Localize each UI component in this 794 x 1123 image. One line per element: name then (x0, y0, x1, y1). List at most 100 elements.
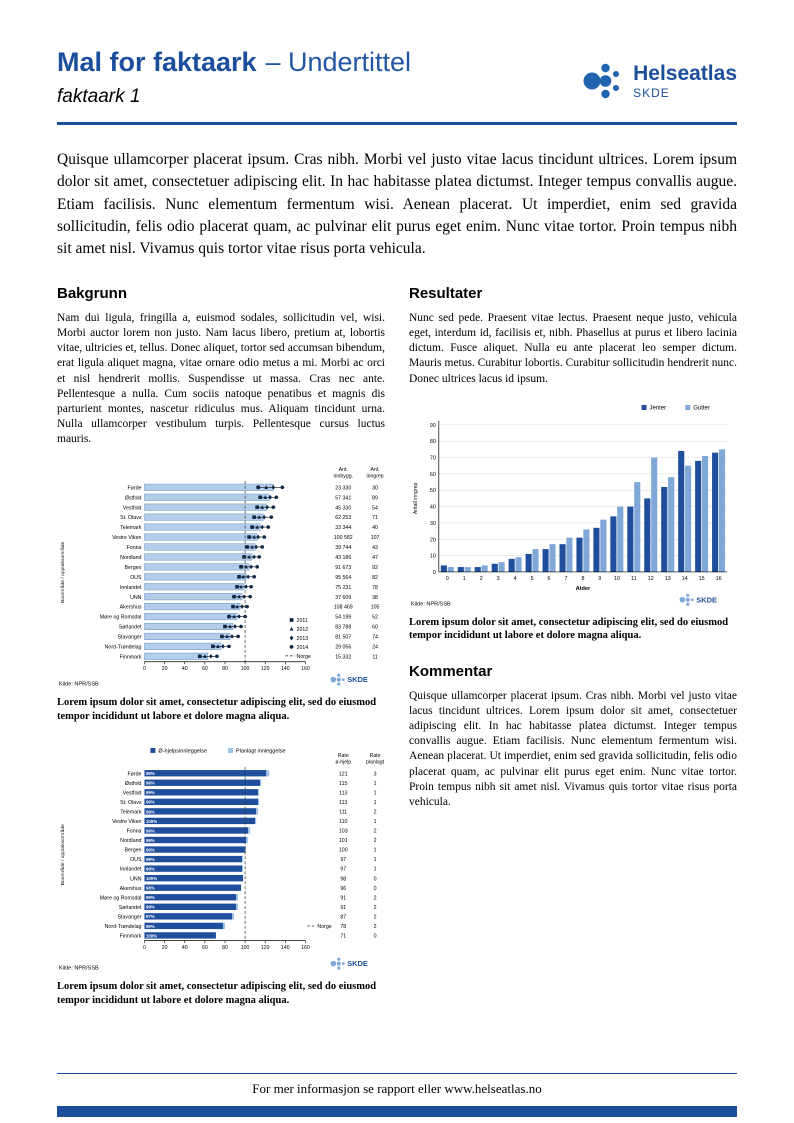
value-ohjelp: 121 (339, 772, 348, 778)
value-planlagt: 1 (374, 781, 377, 787)
year-marker (255, 525, 259, 530)
skde-logo-dot (690, 598, 694, 601)
year-marker (240, 604, 244, 610)
year-marker (203, 654, 207, 659)
value-planlagt: 1 (374, 791, 377, 797)
year-marker (209, 654, 213, 660)
bar-jenter (491, 563, 498, 572)
year-marker (274, 495, 279, 500)
x-tick-label: 15 (699, 576, 705, 582)
value-planlagt: 1 (374, 867, 377, 873)
title-subtitle: – Undertittel (265, 47, 412, 77)
header-rule (57, 121, 737, 125)
x-tick-label: 9 (598, 576, 601, 582)
pct-label: 99% (146, 781, 155, 786)
bar-gutter (617, 506, 624, 572)
y-tick-label: 40 (430, 504, 436, 510)
bar-ohjelp (144, 846, 246, 854)
year-marker (245, 605, 249, 609)
year-marker (249, 585, 253, 589)
value-innbygg: 37 609 (335, 595, 351, 601)
row-label: Østfold (125, 496, 142, 502)
row-label: Finnmark (120, 934, 142, 940)
value-planlagt: 2 (374, 896, 377, 902)
value-ohjelp: 111 (339, 810, 347, 816)
y-tick-label: 0 (433, 570, 436, 576)
skde-logo: SKDE (679, 593, 717, 606)
chart3-caption: Lorem ipsum dolor sit amet, consectetur … (57, 980, 377, 1006)
bar-planlagt (246, 837, 249, 844)
row-label: Møre og Romsdal (100, 896, 142, 902)
x-tick-label: 120 (261, 667, 270, 673)
chart-age-gender: Jenter Gutter 0 10 20 30 40 50 60 70 80 90 0 1 2 3 4 5 6 7 8… (409, 401, 737, 610)
row-label: Akershus (120, 886, 142, 892)
value-planlagt: 1 (374, 800, 377, 806)
bar-gutter (651, 457, 658, 572)
bar-ohjelp (144, 903, 237, 911)
row-label: Stavanger (118, 635, 142, 641)
legend-label: 2012 (297, 627, 309, 633)
bar (144, 613, 238, 621)
value-ohjelp: 98 (340, 877, 346, 883)
bar-ohjelp (144, 856, 243, 863)
value-ohjelp: 71 (340, 934, 346, 940)
row-label: UNN (130, 595, 142, 601)
y-tick-label: 30 (430, 521, 436, 527)
bar-planlagt (245, 846, 247, 854)
bar-planlagt (256, 808, 259, 815)
bar-ohjelp (144, 865, 243, 873)
skde-logo-label: SKDE (696, 595, 717, 604)
year-marker (232, 595, 236, 599)
year-marker (242, 555, 246, 560)
bar-jenter (712, 452, 719, 572)
year-marker (235, 585, 239, 589)
value-ohjelp: 113 (339, 800, 347, 806)
year-marker (233, 624, 237, 630)
year-marker (237, 595, 241, 599)
skde-logo-label: SKDE (347, 960, 368, 969)
row-label: Finnmark (120, 655, 142, 661)
bar-gutter (515, 557, 522, 572)
year-marker (271, 485, 276, 491)
row-label: Fonna (127, 829, 142, 835)
value-inngrep: 105 (371, 605, 380, 611)
value-planlagt: 2 (374, 838, 377, 844)
bar-planlagt (260, 779, 262, 787)
x-tick-label: 13 (665, 576, 671, 582)
x-tick-label: 160 (301, 667, 310, 673)
value-inngrep: 47 (372, 555, 378, 561)
value-ohjelp: 103 (339, 829, 348, 835)
year-marker (220, 635, 224, 639)
legend-label: Jenter (650, 406, 667, 412)
value-planlagt: 2 (374, 905, 377, 911)
source-label: Kilde: NPR/SSB (59, 682, 99, 688)
legend-label: 2013 (297, 636, 309, 642)
bar (144, 643, 222, 651)
year-marker (221, 644, 225, 650)
row-label: Fonna (127, 546, 142, 552)
row-label: Østfold (125, 781, 142, 787)
skde-logo-dot (337, 966, 341, 971)
bar-gutter (583, 529, 590, 572)
bar-planlagt (232, 913, 235, 920)
year-marker (216, 644, 220, 649)
page-title: Mal for faktaark – Undertittel (57, 44, 411, 78)
header-titles: Mal for faktaark – Undertittel faktaark … (57, 44, 411, 108)
value-innbygg: 29 056 (335, 645, 351, 651)
skde-logo-dot (679, 596, 686, 603)
legend-label: Ø-hjelpsinnleggelse (158, 749, 207, 755)
value-planlagt: 0 (374, 877, 377, 883)
bar-jenter (644, 498, 651, 572)
row-label: Sørlandet (119, 625, 142, 631)
value-ohjelp: 91 (340, 896, 346, 902)
y-axis-label: Boområde / opptaksområde (59, 542, 66, 603)
x-tick-label: 100 (241, 945, 250, 951)
row-label: Nordland (120, 838, 141, 844)
legend-label: 2011 (297, 618, 308, 624)
footer-bar (57, 1106, 737, 1117)
skde-logo-dot (341, 678, 345, 682)
bar-gutter (634, 481, 641, 572)
bar-ohjelp (144, 827, 249, 835)
pct-label: 100% (146, 876, 157, 881)
